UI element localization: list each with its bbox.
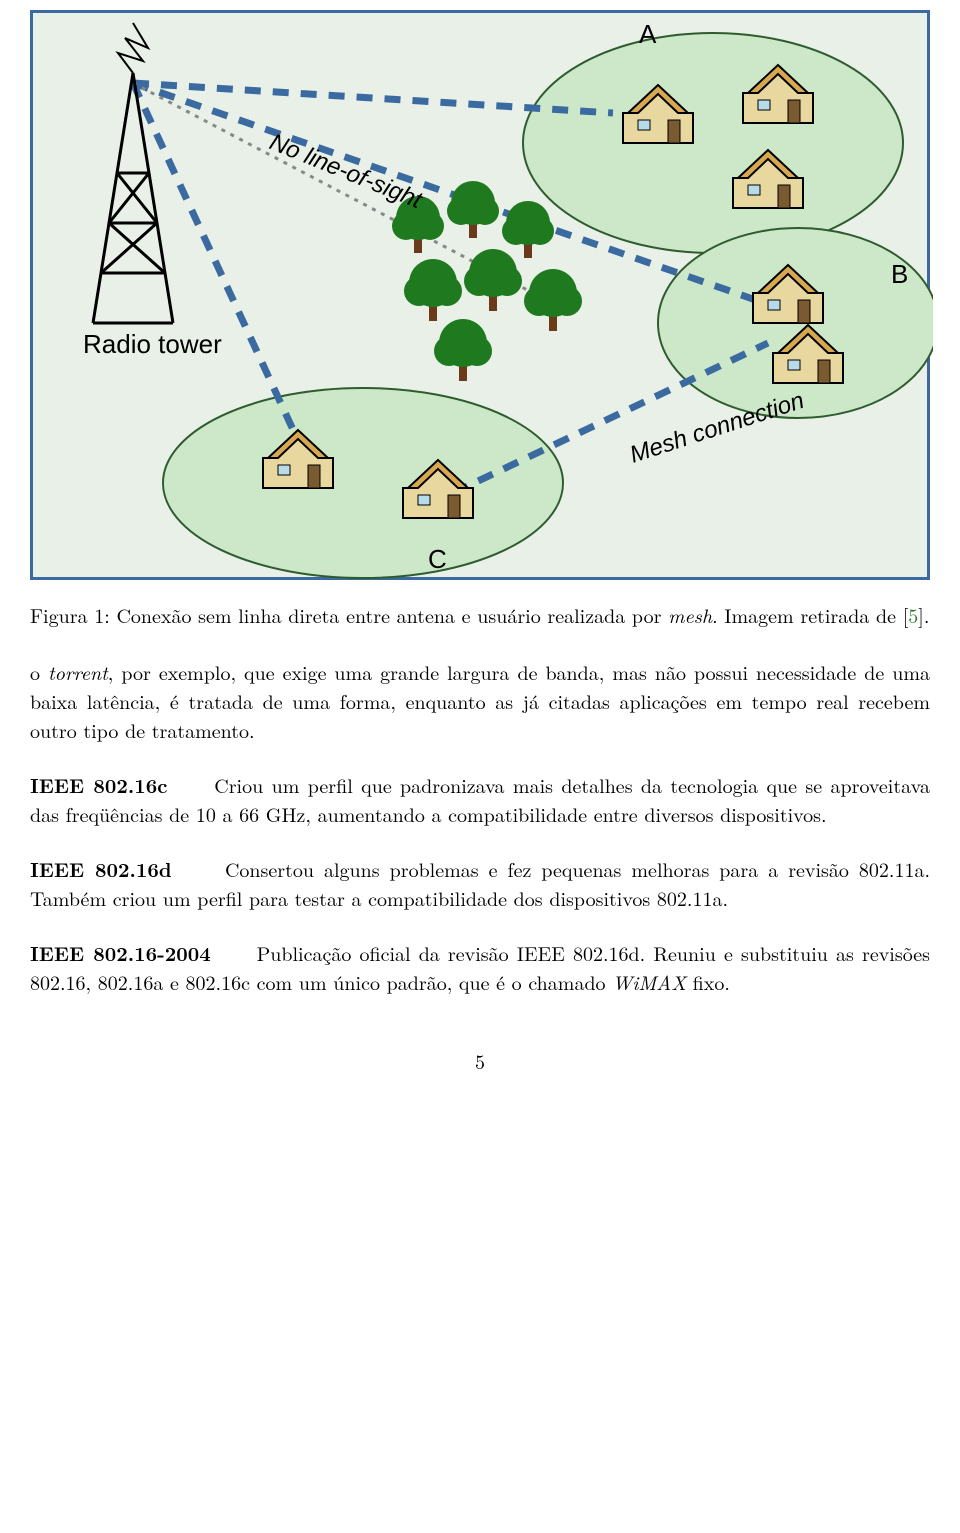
caption-label: Figura 1: <box>30 600 110 629</box>
cluster-c-cloud <box>163 388 563 578</box>
cluster-c-label: C <box>428 544 447 574</box>
nlos-label: No line-of-sight <box>266 129 427 215</box>
torrent-para-text: , por exemplo, que exige uma grande larg… <box>30 657 930 744</box>
page-number: 5 <box>30 1046 930 1075</box>
section-16d: IEEE 802.16d Consertou alguns problemas … <box>30 854 930 912</box>
section-16d-head: IEEE 802.16d <box>30 854 172 883</box>
caption-text-1: Conexão sem linha direta entre antena e … <box>116 600 668 629</box>
caption-text-2: . Imagem retirada de [ <box>712 600 908 629</box>
section-16-2004-body-after: fixo. <box>686 967 730 996</box>
radio-tower-label: Radio tower <box>83 329 222 359</box>
section-16-2004-head: IEEE 802.16-2004 <box>30 938 211 967</box>
cluster-b-label: B <box>891 259 908 289</box>
diagram-svg: Radio tower No line-of-sight Mesh connec… <box>33 13 933 583</box>
section-16c-head: IEEE 802.16c <box>30 770 168 799</box>
trees-group <box>392 181 582 381</box>
network-diagram-figure: Radio tower No line-of-sight Mesh connec… <box>30 10 930 580</box>
figure-caption: Figura 1: Conexão sem linha direta entre… <box>30 600 930 629</box>
cluster-a-cloud <box>523 33 903 253</box>
radio-tower-icon <box>93 23 173 323</box>
caption-ref: 5 <box>908 600 918 629</box>
cluster-a-label: A <box>639 19 657 49</box>
section-16-2004: IEEE 802.16-2004 Publicação oficial da r… <box>30 938 930 996</box>
section-16c: IEEE 802.16c Criou um perfil que padroni… <box>30 770 930 828</box>
caption-close: ]. <box>918 600 929 629</box>
wimax-word: WiMAX <box>612 967 686 996</box>
continuation-paragraph: o torrent, por exemplo, que exige uma gr… <box>30 657 930 744</box>
prefix-o: o <box>30 657 48 686</box>
torrent-word: torrent <box>48 657 108 686</box>
caption-mesh-word: mesh <box>668 600 712 629</box>
